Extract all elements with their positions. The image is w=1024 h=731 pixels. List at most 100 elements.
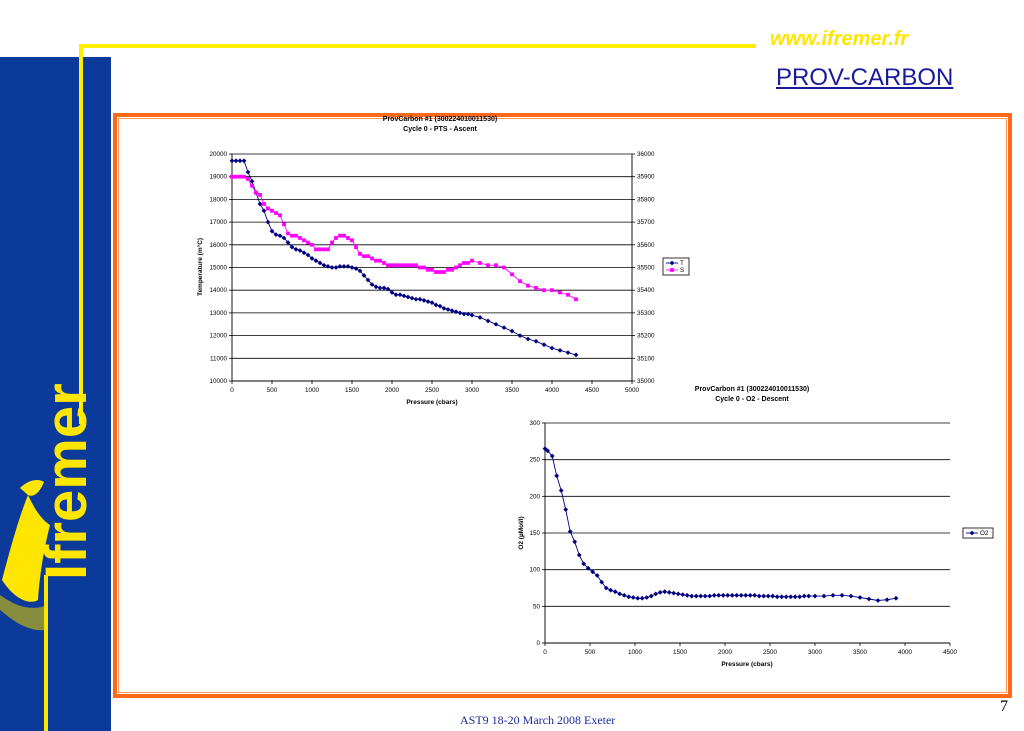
data-point-T — [493, 321, 499, 327]
data-point-O2 — [801, 593, 807, 599]
data-point-S — [294, 233, 298, 238]
x-tick-label: 2500 — [425, 387, 440, 394]
data-point-T — [401, 293, 407, 299]
data-point-T — [573, 352, 579, 358]
data-point-T — [429, 300, 435, 306]
data-point-S — [318, 247, 322, 252]
data-point-O2 — [774, 594, 780, 600]
chart2-subtitle: Cycle 0 - O2 - Descent — [715, 396, 789, 403]
data-point-S — [390, 263, 394, 268]
data-point-S — [330, 240, 334, 245]
data-point-T — [297, 248, 303, 253]
data-point-O2 — [594, 573, 600, 578]
x-tick-label: 2500 — [763, 649, 778, 656]
data-point-T — [421, 298, 427, 303]
data-point-T — [405, 294, 411, 300]
y-tick-label: 300 — [529, 420, 540, 427]
x-tick-label: 3000 — [808, 649, 823, 656]
data-point-T — [465, 311, 471, 317]
data-point-O2 — [542, 446, 548, 452]
data-point-S — [478, 261, 482, 265]
data-point-O2 — [675, 591, 681, 597]
data-point-T — [321, 262, 327, 268]
data-point-O2 — [599, 579, 605, 585]
data-point-T — [333, 265, 339, 270]
y-tick-label: 200 — [529, 493, 540, 500]
data-point-T — [377, 285, 383, 291]
y-tick-label: 18000 — [209, 196, 227, 203]
data-point-S — [394, 263, 398, 268]
project-link[interactable]: PROV-CARBON — [776, 64, 954, 91]
y-tick-label: 14000 — [209, 287, 227, 294]
data-point-O2 — [830, 592, 836, 598]
data-point-S — [442, 270, 446, 274]
y-tick-label: 19000 — [209, 174, 227, 181]
data-point-T — [341, 263, 347, 269]
y-tick-label: 20000 — [209, 151, 227, 158]
data-point-O2 — [608, 587, 614, 593]
data-point-O2 — [639, 595, 645, 601]
data-point-S — [338, 233, 342, 238]
data-point-O2 — [792, 594, 798, 600]
legend-box — [662, 257, 690, 276]
data-point-S — [250, 183, 254, 188]
data-point-T — [301, 250, 307, 256]
y-tick-label: 10000 — [209, 378, 227, 385]
data-point-T — [337, 263, 343, 269]
data-point-O2 — [725, 592, 731, 598]
data-point-T — [277, 233, 283, 239]
data-point-O2 — [884, 597, 890, 603]
data-point-S — [410, 263, 414, 268]
data-point-T — [389, 290, 395, 295]
data-point-T — [241, 158, 247, 164]
y-tick-label: 13000 — [209, 310, 227, 317]
data-point-O2 — [612, 589, 618, 595]
data-point-O2 — [729, 592, 735, 598]
legend-marker — [670, 268, 674, 272]
data-point-S — [466, 261, 470, 265]
y2-tick-label: 35400 — [637, 287, 655, 294]
data-point-O2 — [644, 595, 650, 600]
data-point-O2 — [765, 593, 771, 599]
data-point-T — [385, 286, 391, 292]
data-point-S — [470, 258, 474, 263]
data-point-S — [282, 222, 286, 227]
data-point-T — [261, 208, 267, 214]
data-point-T — [353, 266, 359, 272]
data-point-O2 — [783, 594, 789, 600]
data-point-T — [325, 263, 331, 269]
data-point-T — [249, 178, 255, 184]
legend-label: T — [680, 260, 684, 267]
data-point-O2 — [653, 591, 659, 597]
data-point-T — [441, 305, 447, 311]
y2-tick-label: 35900 — [637, 174, 655, 181]
data-point-O2 — [684, 592, 690, 598]
data-point-S — [266, 206, 270, 211]
data-point-S — [334, 236, 338, 240]
data-point-O2 — [875, 598, 881, 603]
data-point-S — [446, 267, 450, 272]
data-point-S — [574, 297, 578, 302]
site-url[interactable]: www.ifremer.fr — [770, 28, 909, 50]
data-point-S — [238, 174, 242, 179]
data-point-T — [281, 235, 287, 241]
data-point-O2 — [603, 585, 609, 591]
y-tick-label: 0 — [536, 640, 540, 647]
series-line-O2 — [544, 448, 897, 601]
data-point-T — [449, 308, 455, 314]
data-point-O2 — [630, 595, 636, 600]
data-point-T — [289, 244, 295, 250]
series-line-T — [232, 160, 577, 356]
data-point-S — [558, 290, 562, 295]
data-point-S — [302, 238, 306, 243]
data-point-S — [310, 242, 314, 247]
data-point-S — [354, 245, 358, 249]
data-point-T — [461, 311, 467, 317]
data-point-T — [245, 169, 251, 175]
chart1-ylabel: Temperature (m°C) — [196, 238, 204, 296]
data-point-T — [373, 284, 379, 290]
data-point-S — [286, 231, 290, 236]
data-point-S — [382, 261, 386, 265]
data-point-S — [242, 174, 246, 179]
data-point-S — [438, 270, 442, 274]
